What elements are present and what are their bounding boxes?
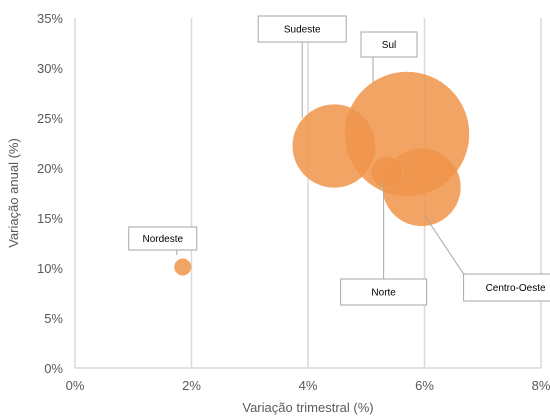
y-tick-label: 5%: [44, 311, 63, 326]
y-tick-label: 15%: [37, 211, 63, 226]
x-tick-label: 8%: [532, 378, 550, 393]
callout-box-sul: [360, 31, 418, 58]
y-tick-label: 35%: [37, 11, 63, 26]
data-label-sul: Sul: [382, 40, 396, 51]
callout-box-centro-oeste: [463, 273, 550, 302]
data-label-nordeste: Nordeste: [142, 234, 183, 245]
bubble-sudeste: [292, 104, 376, 188]
x-tick-label: 6%: [415, 378, 434, 393]
y-tick-label: 10%: [37, 261, 63, 276]
callout-leaders: [176, 42, 465, 279]
y-tick-label: 25%: [37, 111, 63, 126]
bubble-nordeste: [174, 258, 192, 276]
y-axis-title: Variação anual (%): [6, 138, 21, 248]
y-tick-label: 0%: [44, 361, 63, 376]
callout-box-sudeste: [257, 15, 347, 43]
data-label-sudeste: Sudeste: [284, 25, 321, 36]
y-tick-labels: 0% 5% 10% 15% 20% 25% 30% 35%: [37, 11, 63, 376]
callout-box-norte: [340, 278, 428, 306]
x-tick-labels: 0% 2% 4% 6% 8%: [66, 378, 550, 393]
data-label-norte: Norte: [371, 288, 396, 299]
axes: [74, 18, 542, 369]
y-tick-label: 20%: [37, 161, 63, 176]
callouts: Nordeste Sudeste Sul Centro-Oeste Norte: [128, 15, 550, 306]
y-tick-label: 30%: [37, 61, 63, 76]
x-tick-label: 2%: [182, 378, 201, 393]
bubble-norte: [370, 156, 403, 188]
leader-centro-oeste: [425, 216, 465, 275]
data-label-centro-oeste: Centro-Oeste: [486, 283, 546, 294]
x-axis-title: Variação trimestral (%): [242, 400, 373, 415]
x-tick-label: 4%: [299, 378, 318, 393]
bubbles: [174, 71, 470, 276]
x-tick-label: 0%: [66, 378, 85, 393]
callout-box-nordeste: [128, 226, 198, 251]
